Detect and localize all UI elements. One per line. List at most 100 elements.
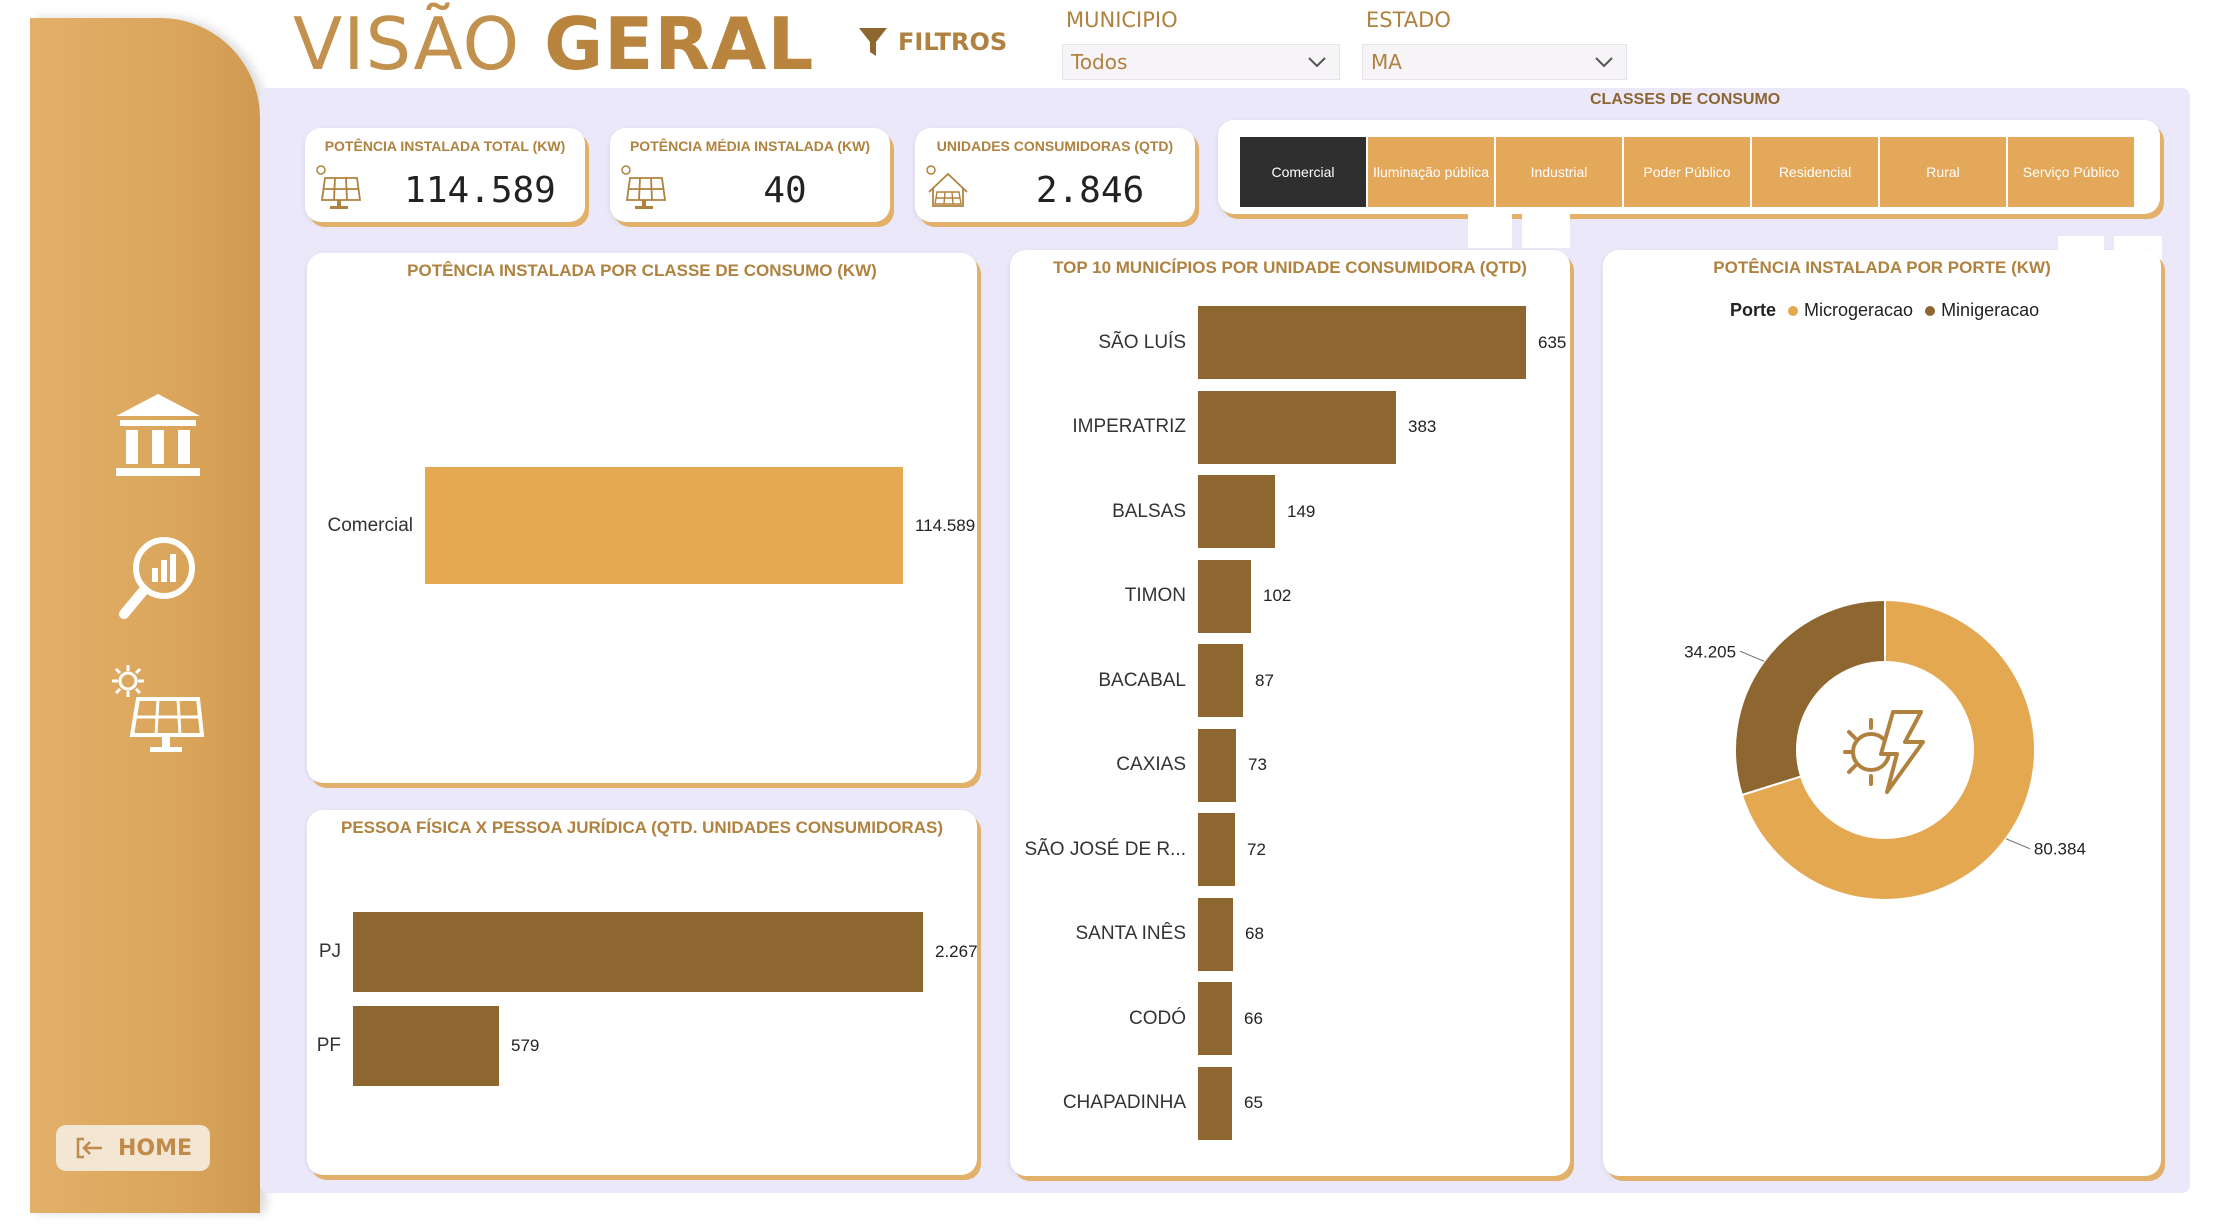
kpi-value: 114.589	[404, 170, 556, 211]
chart-legend: Porte Microgeracao Minigeracao	[1730, 300, 2039, 321]
chart-title: TOP 10 MUNICÍPIOS POR UNIDADE CONSUMIDOR…	[1053, 258, 1527, 277]
bar-category-label: SANTA INÊS	[1075, 923, 1186, 944]
sidebar: HOME	[30, 18, 260, 1213]
bar-value-label: 579	[511, 1036, 540, 1055]
bar-category-label: TIMON	[1124, 585, 1186, 606]
home-label: HOME	[117, 1135, 193, 1161]
bar[interactable]	[1198, 306, 1526, 379]
legend-marker	[1788, 305, 1799, 316]
kpi-card-total: POTÊNCIA INSTALADA TOTAL (KW) 114.589	[305, 128, 585, 222]
bar-value-label: 72	[1247, 839, 1266, 859]
home-button[interactable]: HOME	[56, 1125, 210, 1171]
chart-title: POTÊNCIA INSTALADA POR CLASSE DE CONSUMO…	[407, 261, 877, 280]
donut-value-label: 80.384	[2034, 840, 2086, 859]
bar-category-label: BALSAS	[1112, 500, 1186, 522]
bar[interactable]	[1198, 982, 1232, 1055]
bar-value-label: 68	[1245, 924, 1264, 943]
bar-value-label: 2.267	[935, 942, 978, 961]
bar-value-label: 635	[1538, 332, 1567, 352]
chart-card-porte: POTÊNCIA INSTALADA POR PORTE (KW)	[1603, 250, 2161, 1176]
bar[interactable]	[1198, 475, 1275, 548]
donut-chart: 80.384 34.205	[1684, 598, 2086, 901]
tab-notch	[1522, 208, 1570, 248]
bar[interactable]	[353, 1006, 499, 1086]
class-button-industrial[interactable]: Industrial	[1496, 137, 1622, 207]
class-button-iluminacao[interactable]: Iluminação pública	[1368, 137, 1494, 207]
kpi-title: POTÊNCIA MÉDIA INSTALADA (KW)	[629, 138, 871, 154]
energy-bolt-icon	[1843, 710, 1925, 794]
bar-category-label: Comercial	[327, 514, 413, 536]
chevron-down-icon	[1308, 57, 1326, 68]
bar-category-label: CAXIAS	[1116, 754, 1186, 775]
institution-icon[interactable]	[110, 388, 206, 484]
bar-category-label: PF	[316, 1035, 341, 1056]
leader-line	[1739, 650, 1765, 662]
bar-value-label: 114.589	[915, 515, 976, 535]
legend-item: Minigeracao	[1941, 300, 2040, 320]
bar[interactable]	[1198, 390, 1396, 464]
kpi-card-units: UNIDADES CONSUMIDORAS (QTD) 2.846	[915, 128, 1195, 222]
bar-category-label: BACABAL	[1098, 669, 1186, 691]
bar-category-label: CODÓ	[1129, 1007, 1186, 1029]
bar[interactable]	[1198, 728, 1236, 802]
kpi-title: POTÊNCIA INSTALADA TOTAL (KW)	[324, 138, 566, 154]
class-button-comercial[interactable]: Comercial	[1240, 137, 1366, 207]
bar[interactable]	[1198, 559, 1251, 633]
estado-value: MA	[1371, 50, 1402, 74]
bar[interactable]	[353, 912, 923, 992]
solar-panel-icon	[316, 165, 362, 209]
tab-notch	[1468, 208, 1512, 248]
class-button-servico-publico[interactable]: Serviço Público	[2008, 137, 2134, 207]
donut-slice[interactable]	[1740, 598, 2036, 901]
chart-card-pf-pj: PESSOA FÍSICA X PESSOA JURÍDICA (QTD. UN…	[307, 810, 977, 1175]
bar-value-label: 65	[1244, 1093, 1263, 1112]
legend-title: Porte	[1730, 300, 1777, 320]
bar-category-label: SÃO LUÍS	[1098, 331, 1186, 353]
legend-item: Microgeracao	[1804, 300, 1914, 320]
bar-value-label: 102	[1263, 586, 1292, 605]
municipio-dropdown[interactable]: Todos	[1062, 44, 1340, 80]
classes-title: CLASSES DE CONSUMO	[1590, 91, 1781, 108]
class-button-residencial[interactable]: Residencial	[1752, 137, 1878, 207]
solar-panel-icon[interactable]	[110, 663, 206, 759]
bar-value-label: 149	[1287, 501, 1316, 521]
leader-line	[2005, 838, 2031, 850]
analytics-search-icon[interactable]	[110, 528, 206, 624]
chart-title: PESSOA FÍSICA X PESSOA JURÍDICA (QTD. UN…	[341, 818, 943, 837]
estado-dropdown[interactable]: MA	[1362, 44, 1627, 80]
bar[interactable]	[1198, 1066, 1232, 1140]
chevron-down-icon	[1595, 57, 1613, 68]
bar-value-label: 73	[1248, 755, 1267, 774]
chart-title: POTÊNCIA INSTALADA POR PORTE (KW)	[1713, 258, 2051, 277]
filters-label: FILTROS	[898, 28, 1008, 56]
bar-category-label: CHAPADINHA	[1062, 1092, 1186, 1113]
bar-value-label: 87	[1255, 670, 1274, 690]
bar[interactable]	[1198, 813, 1235, 886]
kpi-value: 2.846	[1035, 170, 1145, 211]
title-light: VISÃO	[293, 2, 521, 86]
classes-button-row: Comercial Iluminação pública Industrial …	[1240, 137, 2134, 207]
chart-card-top10: TOP 10 MUNICÍPIOS POR UNIDADE CONSUMIDOR…	[1010, 250, 1570, 1176]
municipio-value: Todos	[1071, 50, 1128, 74]
bar-value-label: 383	[1408, 417, 1437, 436]
donut-value-label: 34.205	[1684, 642, 1736, 661]
legend-marker	[1925, 305, 1936, 316]
bar[interactable]	[1198, 897, 1233, 971]
exit-icon	[76, 1137, 102, 1159]
solar-panel-icon	[621, 165, 667, 209]
filters-button[interactable]: FILTROS	[858, 26, 1007, 58]
page-title: VISÃO GERAL	[293, 2, 814, 86]
filter-icon	[859, 28, 887, 56]
bar-value-label: 66	[1244, 1008, 1263, 1028]
kpi-value: 40	[763, 170, 807, 211]
kpi-title: UNIDADES CONSUMIDORAS (QTD)	[936, 138, 1174, 154]
bar-category-label: SÃO JOSÉ DE R...	[1024, 838, 1186, 860]
kpi-card-average: POTÊNCIA MÉDIA INSTALADA (KW) 40	[610, 128, 890, 222]
class-button-poder-publico[interactable]: Poder Público	[1624, 137, 1750, 207]
municipio-label: MUNICIPIO	[1066, 8, 1178, 32]
donut-slice[interactable]	[1734, 598, 1886, 797]
bar[interactable]	[425, 467, 903, 584]
estado-label: ESTADO	[1366, 8, 1451, 32]
bar[interactable]	[1198, 644, 1243, 717]
class-button-rural[interactable]: Rural	[1880, 137, 2006, 207]
